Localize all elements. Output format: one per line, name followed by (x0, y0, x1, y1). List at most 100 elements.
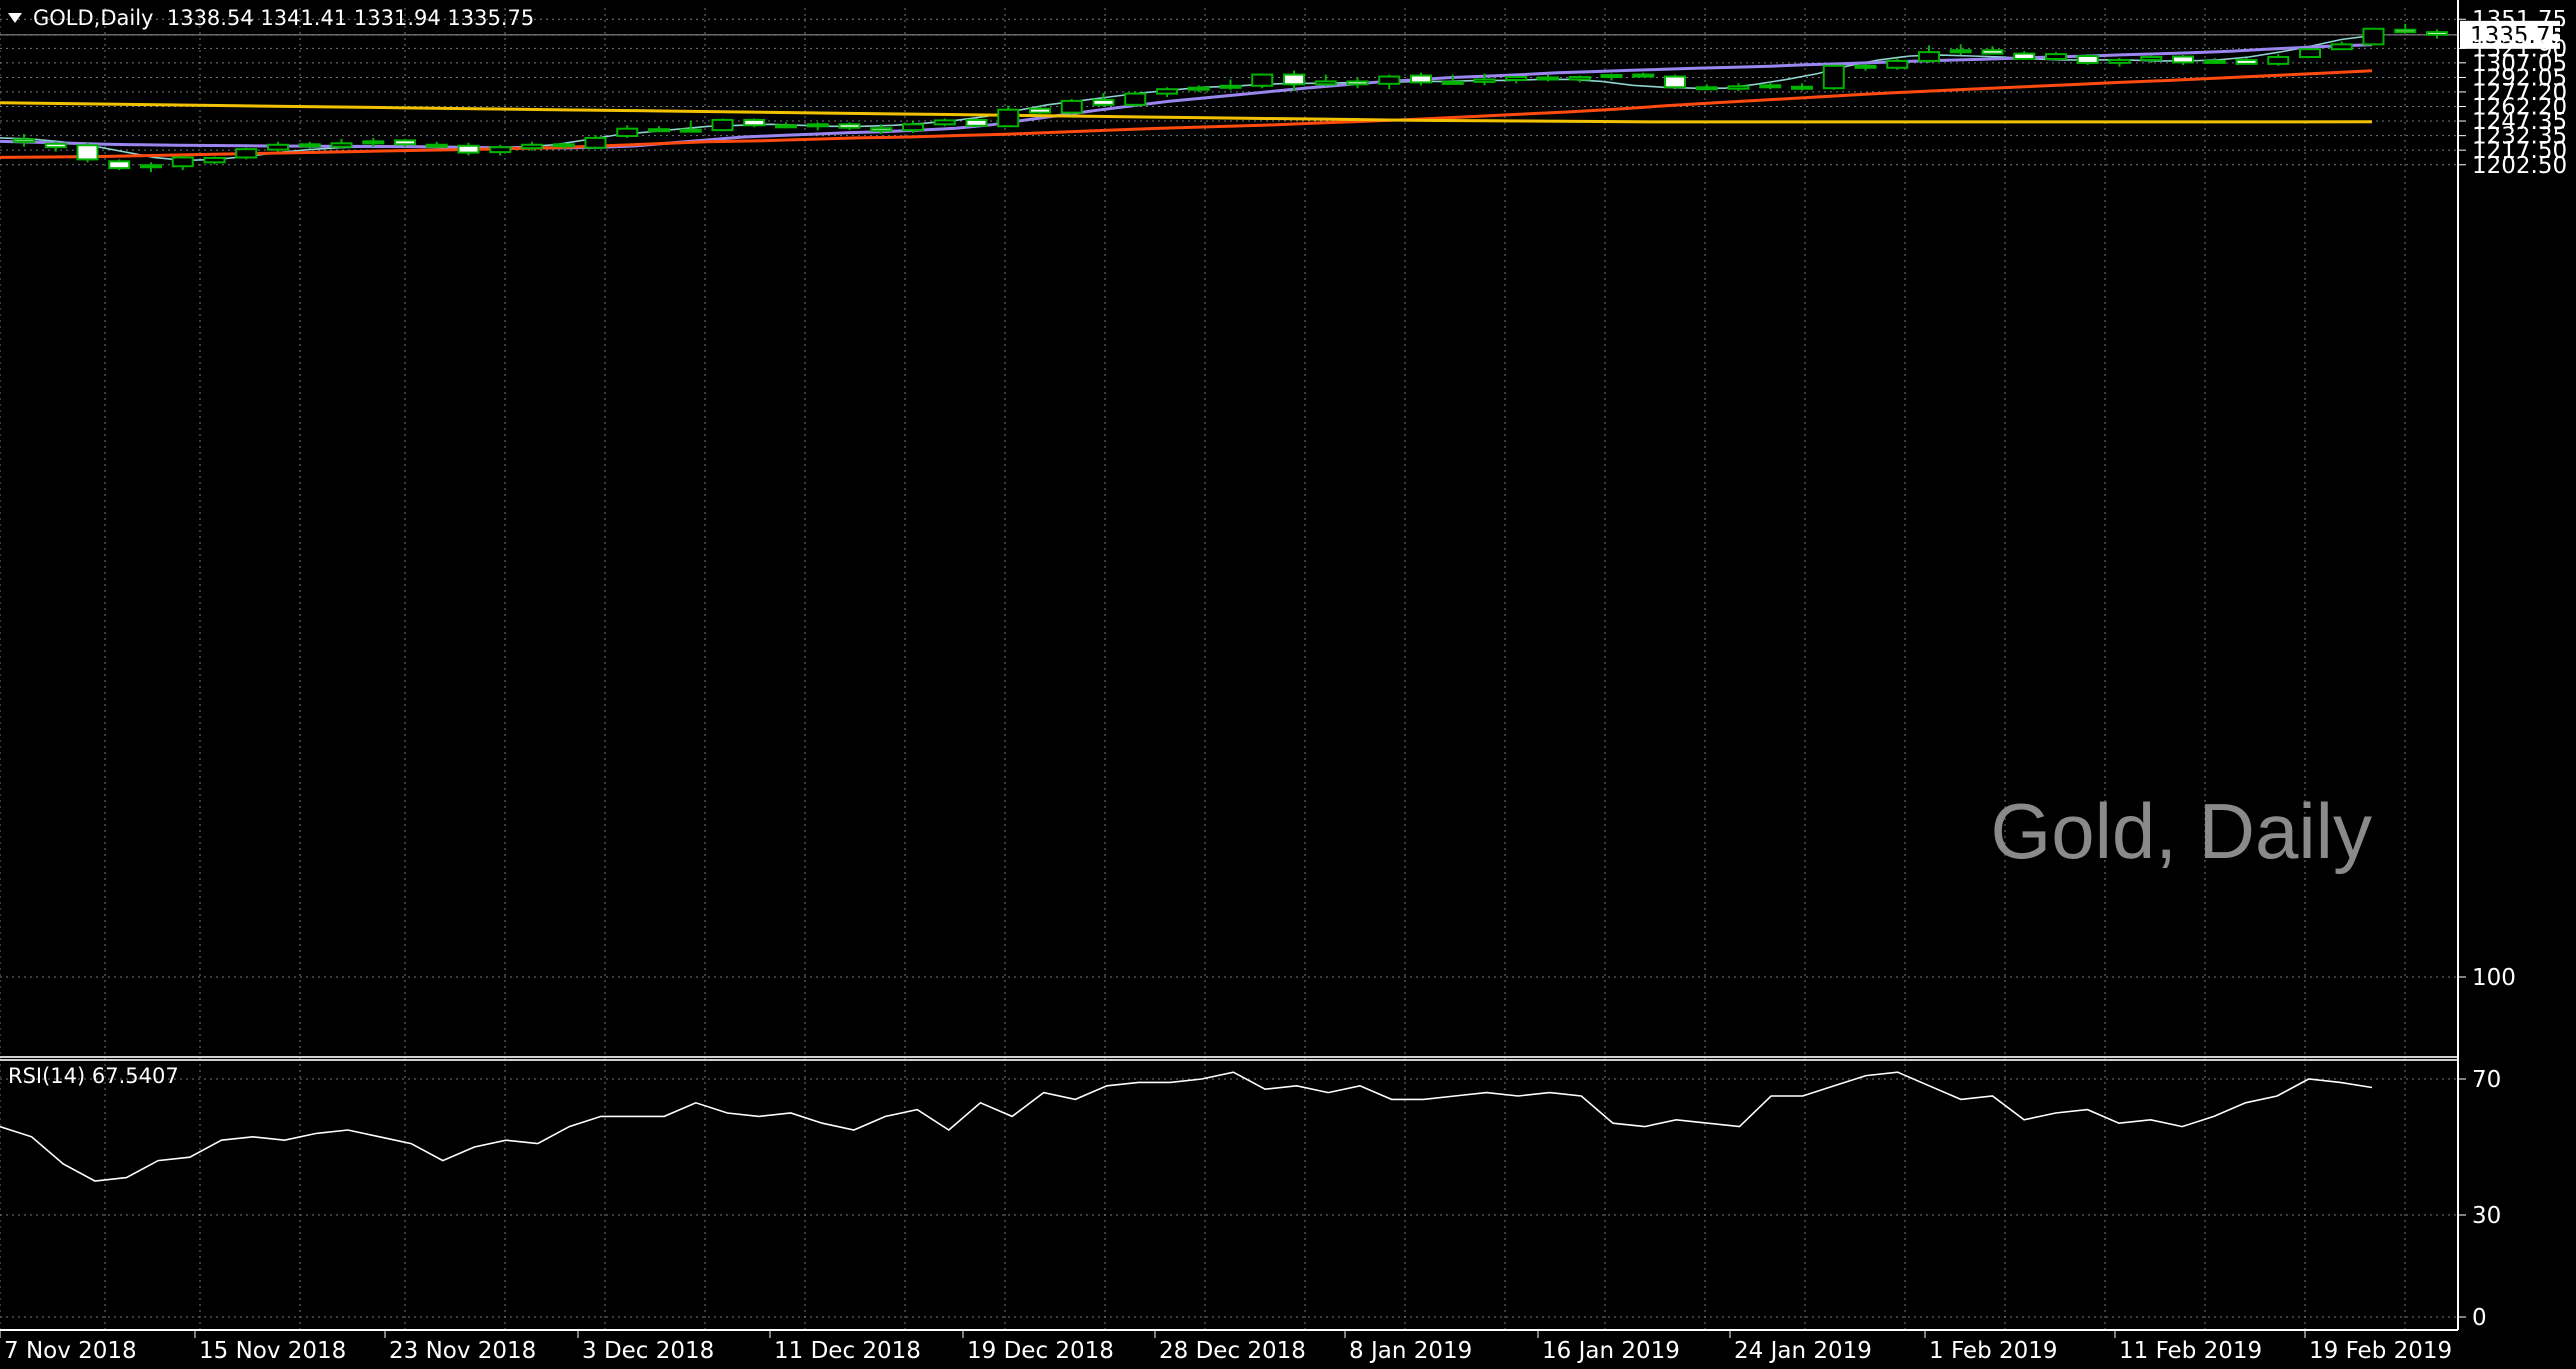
candle-body (1410, 74, 1432, 84)
candle-body (1854, 64, 1877, 69)
rsi-indicator (0, 1071, 2373, 1182)
candle-body (1537, 76, 1559, 81)
candle-body (267, 143, 289, 151)
time-tick-label: 8 Jan 2019 (1349, 1338, 1472, 1364)
candle-body (1727, 85, 1750, 90)
chart-header: GOLD,Daily 1338.54 1341.41 1331.94 1335.… (33, 6, 534, 30)
candle-body (1441, 80, 1464, 85)
time-tick-label: 28 Dec 2018 (1159, 1338, 1306, 1364)
ma-longest-line (0, 101, 2373, 124)
price-tick-label: 1232.35 (2472, 124, 2567, 150)
ma-slow-line (0, 69, 2373, 159)
candle-body (13, 138, 35, 143)
candle-body (1314, 80, 1337, 86)
candle-body (1060, 99, 1083, 114)
rsi-tick-label: 30 (2472, 1203, 2501, 1229)
candle-body (997, 108, 1020, 128)
candle-body (1251, 73, 1274, 87)
rsi-header: RSI(14) 67.5407 (8, 1064, 179, 1088)
candle-body (1822, 64, 1845, 90)
candle-body (1886, 59, 1909, 69)
candle-body (489, 146, 512, 154)
candlesticks (13, 23, 2448, 173)
candle-body (1791, 85, 1813, 90)
time-tick-label: 7 Nov 2018 (4, 1338, 137, 1364)
candle-body (171, 156, 194, 168)
candle-body (2013, 52, 2036, 60)
price-tick-label: 1247.35 (2472, 109, 2567, 135)
rsi-line (0, 1071, 2373, 1182)
candle-body (2267, 56, 2290, 65)
time-tick-label: 19 Feb 2019 (2309, 1338, 2452, 1364)
chart-watermark: Gold, Daily (1991, 787, 2372, 875)
candle-body (44, 142, 67, 149)
time-tick-label: 16 Jan 2019 (1542, 1338, 1680, 1364)
candle-body (1156, 88, 1178, 95)
candle-body (648, 128, 670, 133)
candle-body (108, 160, 131, 170)
price-tick-label: 1292.05 (2472, 65, 2567, 91)
candle-body (1505, 76, 1528, 81)
time-tick-label: 23 Nov 2018 (389, 1338, 536, 1364)
price-tick-label: 1202.50 (2472, 153, 2567, 179)
candle-body (1378, 75, 1401, 85)
candle-body (2140, 56, 2163, 61)
candle-body (679, 128, 702, 133)
price-tick-label: 1217.50 (2472, 138, 2567, 164)
time-tick-label: 24 Jan 2019 (1734, 1338, 1872, 1364)
candle-body (521, 143, 543, 150)
candle-body (1664, 75, 1686, 89)
candle-body (2394, 28, 2417, 34)
price-tick-label: 1262.20 (2472, 95, 2567, 121)
candle-body (1981, 49, 2004, 55)
collapse-triangle-icon[interactable] (8, 13, 22, 23)
candle-body (870, 127, 893, 132)
candle-body (1092, 98, 1115, 106)
current-price-box (2460, 20, 2560, 49)
candle-body (2172, 55, 2194, 64)
candle-body (1600, 74, 1623, 79)
rsi-tick-label: 100 (2472, 965, 2516, 991)
candle-body (457, 144, 480, 154)
ma-medium-line (0, 43, 2373, 150)
candle-body (76, 144, 99, 161)
rsi-tick-label: 0 (2472, 1305, 2487, 1331)
candle-body (838, 123, 861, 129)
candle-body (1283, 73, 1305, 86)
candle-body (584, 136, 607, 149)
candle-body (425, 143, 448, 148)
candle-body (1029, 107, 1051, 114)
candle-body (362, 140, 385, 145)
candle-body (2203, 59, 2226, 64)
candle-body (203, 156, 226, 164)
candle-body (330, 142, 353, 148)
candle-body (1918, 51, 1940, 62)
candle-body (902, 123, 924, 132)
candle-body (806, 123, 829, 128)
candle-body (552, 143, 575, 148)
candle-body (2235, 58, 2258, 65)
candle-body (140, 164, 162, 169)
candle-body (1695, 86, 1718, 91)
candle-body (2076, 55, 2099, 64)
moving-averages (0, 34, 2373, 162)
candle-body (1124, 92, 1147, 106)
time-tick-label: 15 Nov 2018 (199, 1338, 346, 1364)
candle-body (1346, 80, 1369, 86)
time-tick-label: 1 Feb 2019 (1929, 1338, 2058, 1364)
candle-body (2362, 27, 2385, 46)
candle-body (298, 143, 321, 148)
symbol-label: GOLD,Daily (33, 6, 154, 30)
time-tick-label: 11 Feb 2019 (2119, 1338, 2262, 1364)
candle-body (394, 139, 416, 146)
rsi-tick-label: 70 (2472, 1067, 2501, 1093)
candle-body (2426, 31, 2448, 36)
candle-body (775, 124, 797, 129)
price-tick-label: 1277.20 (2472, 80, 2567, 106)
candle-body (2299, 48, 2321, 59)
candle-body (616, 127, 639, 137)
price-tick-label: 1321.90 (2472, 36, 2567, 62)
time-tick-label: 11 Dec 2018 (774, 1338, 921, 1364)
